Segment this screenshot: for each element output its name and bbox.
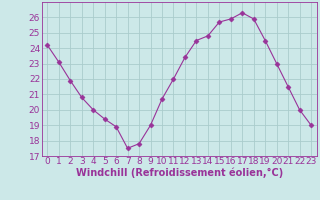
X-axis label: Windchill (Refroidissement éolien,°C): Windchill (Refroidissement éolien,°C) xyxy=(76,168,283,178)
